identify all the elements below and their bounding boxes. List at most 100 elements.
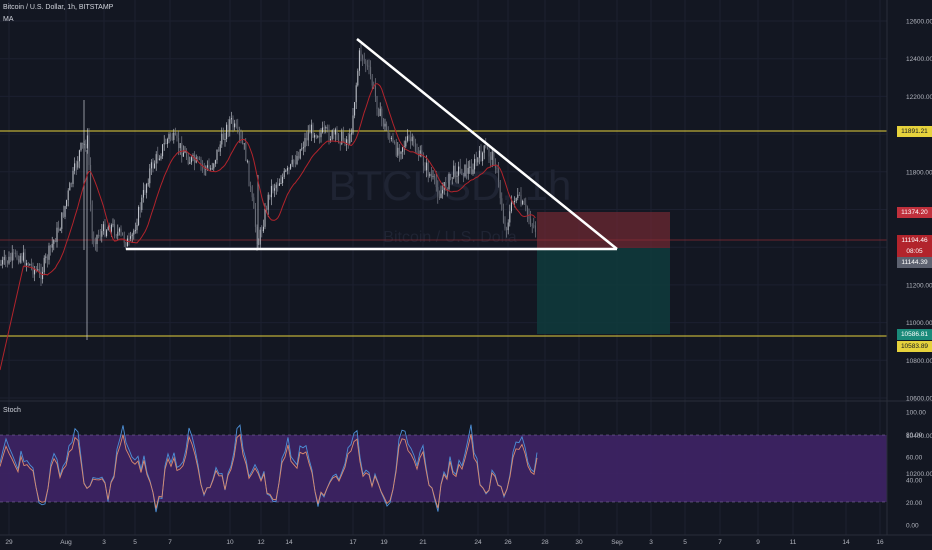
price-tick-label: 10400.00 bbox=[906, 433, 932, 440]
time-tick-label: 30 bbox=[575, 539, 583, 546]
candle-body bbox=[226, 124, 228, 140]
time-tick-label: 11 bbox=[790, 539, 797, 546]
candle-body bbox=[234, 123, 236, 128]
price-tick-label: 10200.00 bbox=[906, 471, 932, 478]
candle-body bbox=[347, 139, 349, 144]
price-tick-label: 11800.00 bbox=[906, 169, 932, 176]
candle-body bbox=[523, 200, 525, 205]
candle-body bbox=[510, 202, 512, 212]
candle-body bbox=[282, 176, 284, 184]
candle-body bbox=[72, 170, 74, 184]
candle-body bbox=[90, 164, 92, 205]
candle-body bbox=[363, 59, 365, 61]
candle-body bbox=[256, 226, 258, 244]
entry-price-tag: 11144.39 bbox=[897, 257, 932, 268]
time-tick-label: 19 bbox=[380, 539, 388, 546]
time-tick-label: Sep bbox=[611, 539, 623, 546]
price-tick-label: 11000.00 bbox=[906, 320, 932, 327]
price-tick-label: 12200.00 bbox=[906, 94, 932, 101]
candle-body bbox=[382, 118, 384, 127]
candle-body bbox=[45, 256, 47, 258]
candle-body bbox=[344, 139, 346, 145]
candle-body bbox=[146, 183, 148, 193]
candle-body bbox=[142, 189, 144, 198]
stoch-axis[interactable]: 100.00 80.00 60.00 40.00 20.00 0.00 bbox=[906, 410, 926, 530]
candle-body bbox=[494, 165, 496, 168]
candle-body bbox=[304, 137, 306, 148]
candle-body bbox=[48, 245, 50, 260]
candle-body bbox=[216, 149, 218, 161]
candle-body bbox=[346, 139, 348, 145]
candle-body bbox=[533, 225, 535, 227]
descending-trendline[interactable] bbox=[356, 38, 618, 250]
candle-body bbox=[358, 50, 360, 71]
candle-body bbox=[10, 256, 12, 261]
candle-body bbox=[390, 137, 392, 139]
candle-body bbox=[40, 271, 42, 280]
candle-body bbox=[202, 164, 204, 166]
candle-body bbox=[387, 130, 389, 138]
candle-body bbox=[475, 158, 477, 163]
candle-body bbox=[18, 258, 20, 263]
candle-body bbox=[248, 160, 250, 187]
candle-body bbox=[309, 132, 311, 134]
stop-loss-zone[interactable] bbox=[537, 212, 670, 248]
candle-body bbox=[328, 129, 330, 141]
candle-body bbox=[374, 85, 376, 97]
candle-body bbox=[147, 183, 149, 185]
candle-body bbox=[400, 151, 402, 154]
candle-body bbox=[288, 167, 290, 169]
candle-body bbox=[235, 123, 237, 127]
candle-body bbox=[198, 158, 200, 160]
candle-body bbox=[370, 66, 372, 77]
candle-body bbox=[154, 163, 156, 169]
candle-body bbox=[229, 119, 231, 131]
candle-body bbox=[253, 197, 255, 209]
time-axis[interactable]: 29 Aug 3 5 7 10 12 14 17 19 21 24 26 28 30 Sep 3 5 7 9 11 14 1… bbox=[5, 539, 884, 546]
candle-body bbox=[302, 147, 304, 149]
candle-body bbox=[274, 188, 276, 191]
candle-body bbox=[402, 147, 404, 152]
candle-body bbox=[187, 157, 189, 165]
candle-body bbox=[515, 198, 517, 201]
candle-body bbox=[395, 142, 397, 156]
ma-indicator-label[interactable]: MA bbox=[3, 16, 14, 23]
candle-body bbox=[125, 242, 127, 247]
candle-body bbox=[32, 265, 34, 275]
candle-body bbox=[410, 138, 412, 142]
stoch-tick-label: 60.00 bbox=[906, 455, 923, 462]
candle-body bbox=[528, 214, 530, 219]
candle-body bbox=[11, 252, 13, 261]
symbol-title[interactable]: Bitcoin / U.S. Dollar, 1h, BITSTAMP bbox=[3, 4, 114, 11]
candle-body bbox=[138, 206, 140, 225]
candle-body bbox=[91, 204, 93, 239]
time-tick-label: 3 bbox=[649, 539, 653, 546]
time-tick-label: 7 bbox=[168, 539, 172, 546]
candle-body bbox=[352, 115, 354, 134]
stoch-indicator-label[interactable]: Stoch bbox=[3, 407, 21, 414]
candle-body bbox=[165, 143, 167, 145]
candle-body bbox=[469, 166, 471, 168]
candle-body bbox=[376, 96, 378, 110]
candle-body bbox=[408, 136, 410, 139]
candle-body bbox=[413, 136, 415, 143]
candle-body bbox=[62, 212, 64, 217]
candle-body bbox=[277, 184, 279, 186]
candle-body bbox=[326, 126, 328, 130]
candle-body bbox=[240, 135, 242, 139]
candle-body bbox=[301, 148, 303, 150]
stoch-tick-label: 40.00 bbox=[906, 477, 923, 484]
candle-body bbox=[451, 177, 453, 179]
candle-body bbox=[434, 175, 436, 178]
time-tick-label: 10 bbox=[226, 539, 234, 546]
candle-body bbox=[107, 226, 109, 231]
candle-body bbox=[245, 143, 247, 162]
time-tick-label: 9 bbox=[756, 539, 760, 546]
candle-body bbox=[323, 127, 325, 129]
candle-body bbox=[517, 194, 519, 199]
candle-body bbox=[166, 139, 168, 144]
moving-average-line bbox=[0, 83, 536, 371]
take-profit-zone[interactable] bbox=[537, 248, 670, 334]
candle-body bbox=[254, 208, 256, 227]
